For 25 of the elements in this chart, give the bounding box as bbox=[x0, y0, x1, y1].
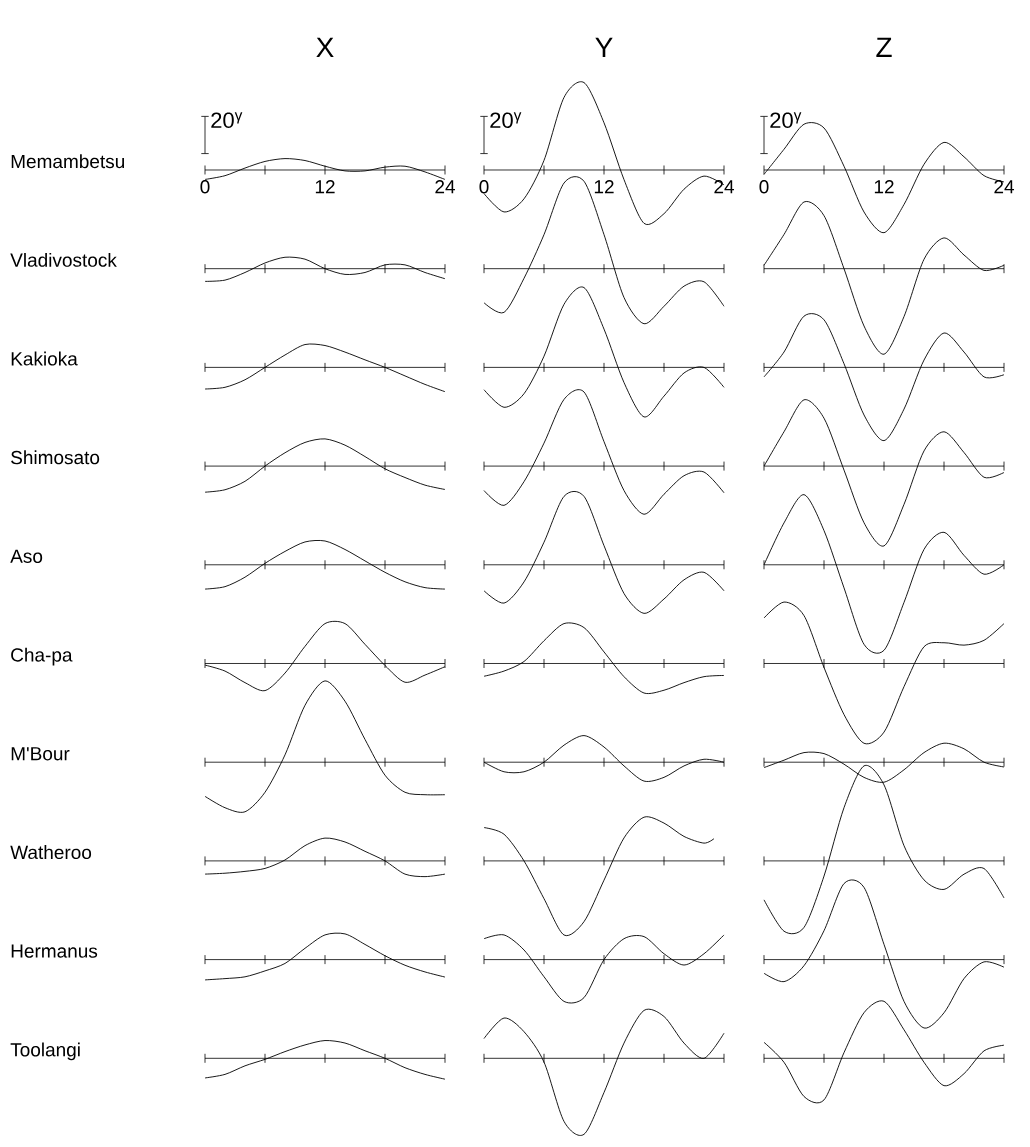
x-tick-label: 0 bbox=[200, 180, 210, 194]
y-axis-title: Hermanus bbox=[11, 944, 98, 958]
x-tick-label: 12 bbox=[874, 180, 894, 194]
x-tick-label: 24 bbox=[714, 180, 735, 194]
x-tick-label: 0 bbox=[759, 180, 769, 194]
text: 20$^{γ}$ bbox=[211, 112, 243, 129]
y-axis-title: Shimosato bbox=[11, 450, 100, 465]
y-axis-title: Memambetsu bbox=[11, 154, 125, 169]
y-axis-title: Cha-pa bbox=[11, 647, 73, 666]
chart-title: X bbox=[316, 37, 334, 57]
chart-title: Z bbox=[876, 37, 892, 57]
x-tick-label: 12 bbox=[594, 180, 614, 194]
y-axis-title: Vladivostock bbox=[10, 252, 117, 267]
y-axis-title: Toolangi bbox=[10, 1042, 80, 1061]
x-tick-label: 12 bbox=[315, 180, 335, 194]
annotation: 20$^{γ}$ bbox=[770, 112, 802, 129]
x-tick-label: 0 bbox=[479, 180, 489, 194]
y-axis-title: Aso bbox=[10, 549, 43, 563]
chart-title: Y bbox=[595, 37, 613, 57]
y-axis-title: Kakioka bbox=[11, 351, 78, 366]
annotation: 20$^{γ}$ bbox=[490, 112, 522, 129]
y-axis-title: M'Bour bbox=[11, 747, 70, 761]
x-tick-label: 24 bbox=[435, 180, 456, 194]
x-tick-label: 24 bbox=[994, 180, 1015, 194]
y-axis-title: Watheroo bbox=[10, 845, 92, 860]
